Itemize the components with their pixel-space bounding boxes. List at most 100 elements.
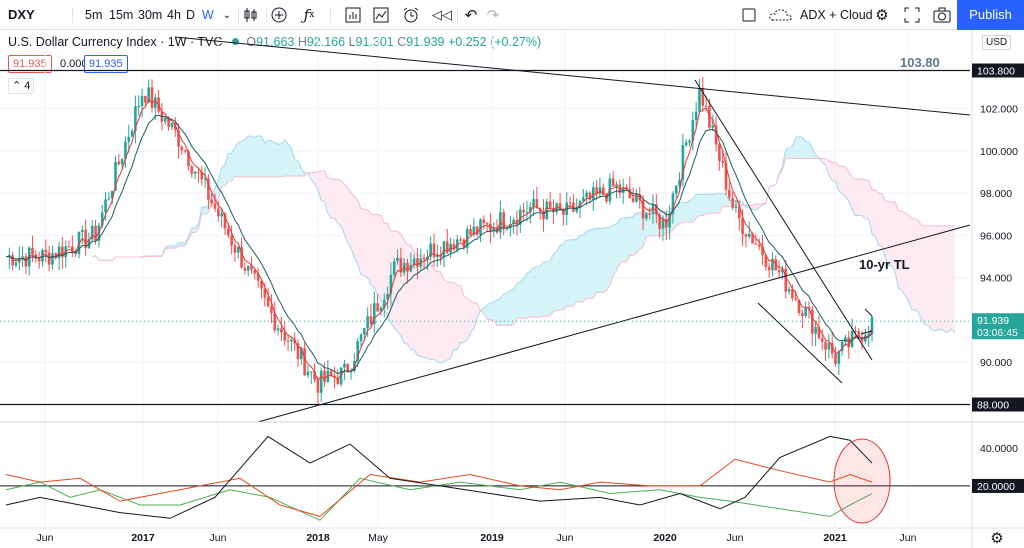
candle-body	[117, 161, 121, 165]
compare-plus-icon[interactable]	[268, 5, 290, 25]
kumo-segment	[331, 179, 335, 219]
chevron-down-icon[interactable]: ⌄	[222, 9, 232, 21]
kumo-segment	[364, 208, 368, 278]
kumo-segment	[709, 194, 713, 214]
adx-level-tag-bg	[972, 478, 1024, 493]
time-tick-label: 2017	[131, 532, 155, 544]
grid-lines	[0, 30, 970, 528]
candle-body	[794, 298, 797, 300]
interval-30m[interactable]: 30m	[138, 8, 163, 22]
kumo-segment	[825, 158, 829, 176]
kumo-segment	[925, 225, 929, 326]
candle-body	[21, 256, 24, 258]
kumo-segment	[712, 193, 717, 214]
publish-button[interactable]: Publish	[957, 0, 1024, 30]
candle-body	[850, 331, 854, 348]
indicator-templates[interactable]: ADX + Cloud	[768, 5, 873, 25]
interval-4h[interactable]: 4h	[167, 8, 181, 22]
kumo-segment	[616, 218, 620, 271]
candle-body	[681, 145, 685, 180]
fullscreen-icon[interactable]	[901, 5, 923, 25]
high-label: H	[297, 35, 307, 49]
financials-icon[interactable]	[342, 5, 364, 25]
interval-d[interactable]: D	[186, 8, 196, 22]
candle-body	[545, 201, 549, 220]
kumo-segment	[941, 225, 945, 332]
candle-body	[8, 255, 11, 257]
kumo-segment	[815, 155, 819, 159]
kumo-segment	[862, 179, 866, 220]
alert-clock-icon[interactable]	[400, 5, 422, 25]
candle-body	[605, 194, 608, 202]
candle-body	[645, 213, 648, 219]
plus-di-line	[5, 477, 873, 521]
kumo-segment	[380, 215, 385, 311]
undo-icon[interactable]: ↶	[464, 7, 478, 24]
sell-price-box[interactable]: 91.935	[8, 55, 52, 73]
interval-w[interactable]: W	[202, 8, 214, 22]
kumo-segment	[264, 140, 269, 177]
kumo-segment	[901, 210, 906, 296]
candle-body	[246, 265, 250, 271]
time-tick-label: May	[368, 532, 389, 544]
kumo-segment	[274, 142, 279, 177]
replay-icon[interactable]: ◁◁	[432, 7, 452, 22]
drawings: 103.80 10-yr TL	[0, 36, 971, 423]
candle-body	[824, 341, 827, 350]
currency-label[interactable]: USD	[982, 35, 1012, 50]
candle-body	[558, 203, 562, 210]
kumo-segment	[327, 177, 332, 219]
camera-icon[interactable]	[931, 5, 953, 25]
kumo-segment	[261, 136, 265, 177]
candle-body	[409, 264, 413, 272]
kumo-segment	[659, 212, 663, 236]
kumo-segment	[208, 193, 212, 213]
kumo-segment	[278, 143, 282, 177]
settings-gear-icon[interactable]: ⚙	[875, 7, 889, 24]
legend-collapse-button[interactable]: ⌃ 4	[8, 78, 35, 94]
toolbar-divider	[72, 7, 73, 23]
candle-body	[535, 199, 539, 209]
candle-body	[658, 214, 661, 229]
kumo-segment	[553, 251, 557, 311]
interval-15m[interactable]: 15m	[109, 8, 134, 22]
candle-body	[17, 257, 21, 263]
candles-icon[interactable]	[240, 5, 262, 25]
kumo-segment	[171, 245, 176, 249]
candle-body	[671, 193, 675, 215]
candle-body	[273, 313, 277, 331]
layout-square-icon[interactable]	[738, 5, 760, 25]
candle-body	[157, 97, 160, 112]
kumo-segment	[812, 148, 816, 159]
candle-body	[336, 377, 340, 385]
candle-body	[187, 151, 190, 167]
candle-body	[61, 246, 64, 258]
candle-body	[628, 188, 632, 198]
kumo-segment	[888, 201, 892, 266]
fast-ma-line	[5, 98, 873, 382]
redo-icon[interactable]: ↷	[486, 7, 500, 24]
candle-body	[475, 226, 479, 235]
candle-body	[572, 202, 575, 212]
kumo-segment	[92, 255, 96, 257]
candle-body	[565, 202, 569, 215]
candle-body	[532, 199, 535, 208]
interval-5m[interactable]: 5m	[85, 8, 103, 22]
candle-body	[548, 201, 552, 208]
candle-body	[731, 197, 734, 208]
axis-settings-gear-icon: ⚙	[990, 530, 1003, 547]
kumo-segment	[195, 223, 199, 233]
candle-body	[376, 303, 379, 312]
symbol-title[interactable]: U.S. Dollar Currency Index · 1W · TVC	[8, 35, 223, 49]
candle-body	[27, 247, 31, 267]
buy-price-box[interactable]: 91.935	[84, 55, 128, 73]
kumo-segment	[374, 214, 378, 296]
candle-body	[67, 246, 71, 248]
candle-body	[568, 202, 572, 204]
symbol-search[interactable]: DXY	[8, 7, 35, 22]
templates-icon[interactable]	[370, 5, 392, 25]
kumo-segment	[536, 266, 541, 318]
kumo-segment	[281, 139, 285, 177]
kumo-segment	[951, 225, 955, 333]
